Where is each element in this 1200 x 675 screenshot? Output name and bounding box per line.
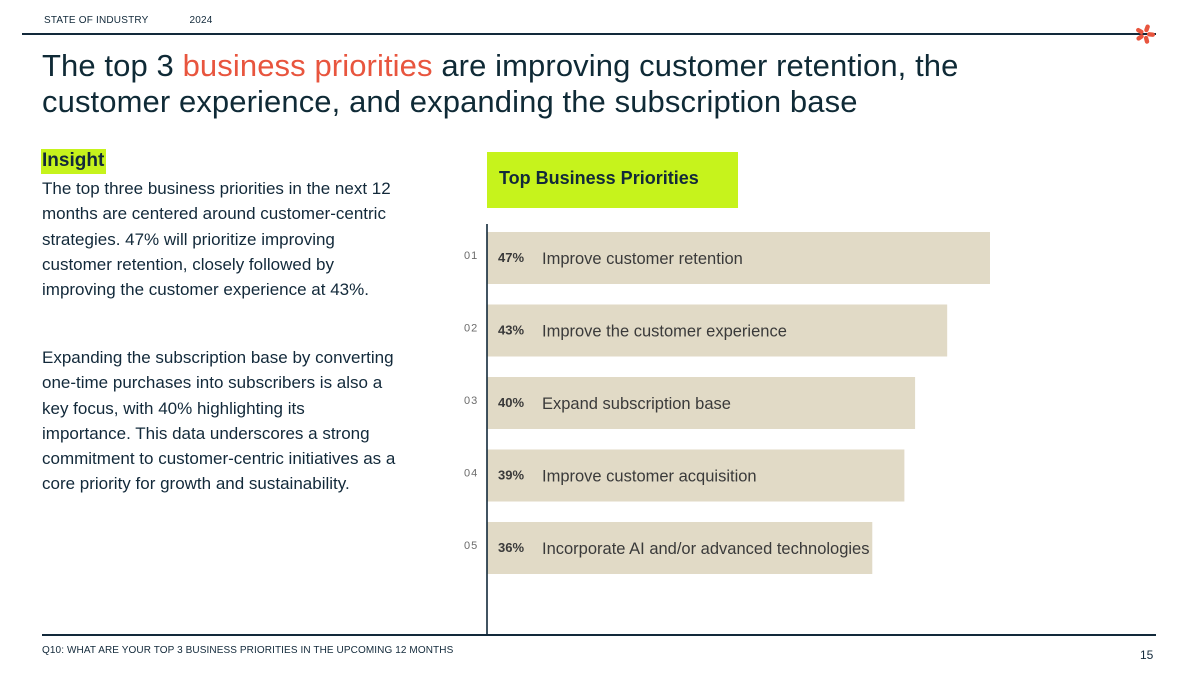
page-title: The top 3 business priorities are improv… (42, 48, 1042, 120)
survey-question: Q10: WHAT ARE YOUR TOP 3 BUSINESS PRIORI… (42, 645, 454, 656)
bar-value-label: 36% (498, 540, 524, 555)
bar-rank-label: 04 (464, 468, 478, 480)
bar-rank-label: 03 (464, 395, 478, 407)
chart-bar (487, 449, 905, 502)
chart-bar (487, 522, 873, 574)
bar-rank-label: 01 (464, 250, 478, 262)
insight-paragraph-1: The top three business priorities in the… (42, 179, 391, 300)
bar-value-label: 43% (498, 323, 524, 338)
bar-value-label: 40% (498, 395, 524, 410)
bar-rank-label: 02 (464, 323, 478, 335)
insight-paragraph-2: Expanding the subscription base by conve… (42, 348, 396, 494)
bar-category-label: Improve customer retention (542, 250, 743, 268)
bar-value-label: 39% (498, 468, 524, 483)
report-header: STATE OF INDUSTRY 2024 (44, 15, 213, 26)
bar-category-label: Improve customer acquisition (542, 468, 757, 486)
bar-category-label: Incorporate AI and/or advanced technolog… (542, 540, 869, 558)
header-divider (22, 33, 1156, 35)
chart-bar (487, 304, 948, 357)
bar-category-label: Expand subscription base (542, 395, 731, 413)
chart-bar (487, 232, 990, 284)
title-part2: are improving customer retention, the cu… (42, 48, 959, 119)
title-part1: The top 3 (42, 48, 183, 83)
bar-category-label: Improve the customer experience (542, 323, 787, 341)
chart-title: Top Business Priorities (487, 152, 738, 208)
footer-divider (42, 634, 1156, 636)
bar-value-label: 47% (498, 250, 524, 265)
report-name: STATE OF INDUSTRY (44, 15, 149, 26)
page-number: 15 (1140, 648, 1154, 662)
report-year: 2024 (189, 15, 213, 26)
title-accent: business priorities (182, 48, 433, 83)
chart-bar (487, 377, 916, 429)
asterisk-logo-icon (1136, 24, 1155, 44)
insight-label: Insight (41, 149, 107, 174)
bar-rank-label: 05 (464, 540, 478, 552)
